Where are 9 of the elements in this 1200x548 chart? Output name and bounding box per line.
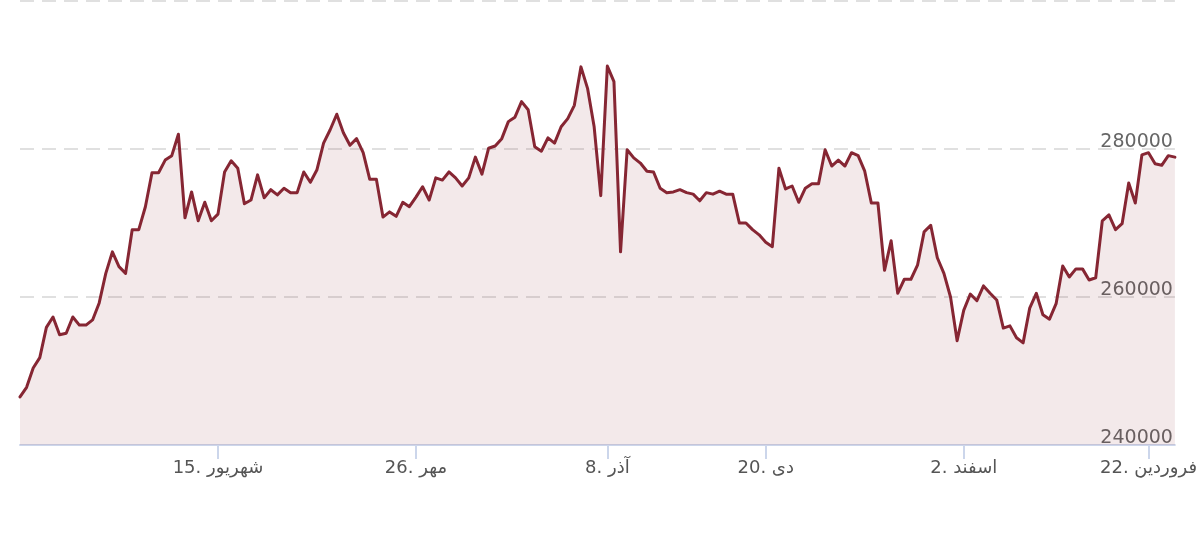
x-tick-label: 26. مهر	[384, 455, 448, 478]
y-tick-label: 260000	[1100, 276, 1173, 299]
y-tick-label: 240000	[1100, 424, 1173, 447]
y-tick-label: 280000	[1100, 128, 1173, 151]
x-tick-label: 2. اسفند	[930, 455, 998, 477]
x-tick-label: 15. شهریور	[172, 455, 264, 478]
x-tick-label: 8. آذر	[585, 454, 631, 477]
x-tick-label: 22. فروردین	[1099, 455, 1198, 478]
x-tick-label: 20. دی	[737, 455, 794, 477]
